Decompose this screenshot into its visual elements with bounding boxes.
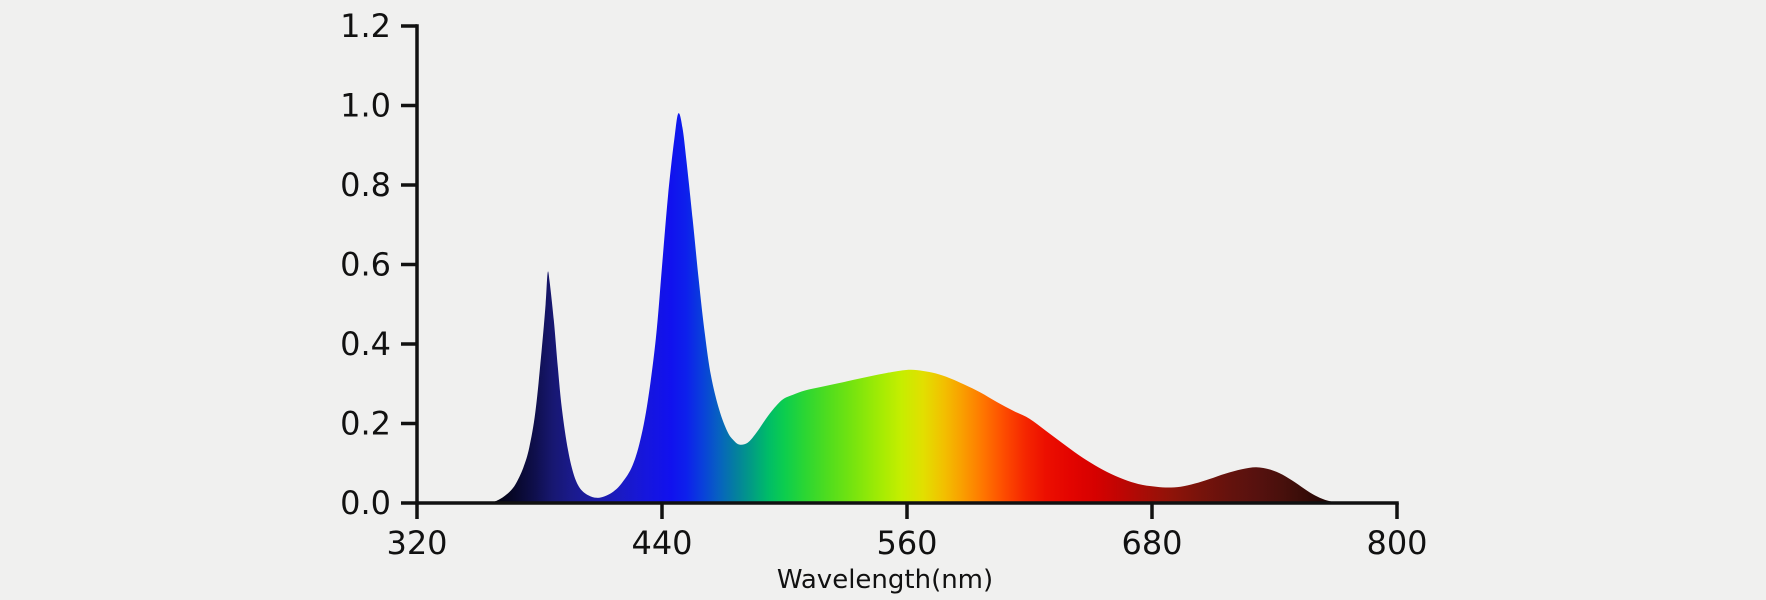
y-tick-label: 0.0 [340, 484, 391, 522]
x-axis-title: Wavelength(nm) [777, 565, 993, 595]
y-tick-label: 0.8 [340, 166, 391, 204]
x-tick-label: 800 [1366, 524, 1427, 562]
axis-ticks [401, 24, 1399, 519]
spectrum-curve [490, 113, 1348, 503]
y-tick-label: 1.2 [340, 7, 391, 45]
x-tick-label: 560 [876, 524, 937, 562]
axis-tick-labels: 320 440 560 680 800 0.0 0.2 0.4 0.6 0.8 1.0 1.2 [340, 7, 1427, 562]
x-tick-label: 680 [1121, 524, 1182, 562]
y-tick-label: 1.0 [340, 87, 391, 125]
x-tick-label: 320 [386, 524, 447, 562]
y-tick-label: 0.4 [340, 325, 391, 363]
x-tick-label: 440 [631, 524, 692, 562]
y-tick-label: 0.2 [340, 405, 391, 443]
y-tick-label: 0.6 [340, 246, 391, 284]
